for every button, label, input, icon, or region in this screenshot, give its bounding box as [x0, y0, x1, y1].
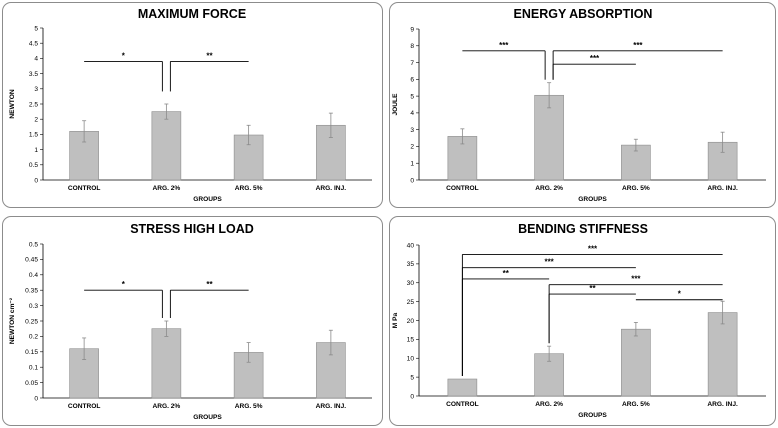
- y-axis-label: NEWTON: [9, 89, 16, 118]
- y-tick-label: 20: [407, 318, 415, 325]
- y-tick-label: 5: [410, 93, 414, 100]
- category-label: ARG. 5%: [235, 185, 263, 192]
- y-tick-label: 3: [410, 127, 414, 134]
- y-tick-label: 0: [410, 177, 414, 184]
- y-tick-label: 0.5: [29, 241, 38, 248]
- y-tick-label: 0: [34, 395, 38, 402]
- y-tick-label: 1.5: [29, 132, 38, 139]
- y-tick-label: 4: [34, 56, 38, 63]
- y-tick-label: 15: [407, 337, 415, 344]
- significance-label: *: [678, 290, 682, 299]
- significance-label: ***: [544, 258, 554, 267]
- y-tick-label: 1: [34, 147, 38, 154]
- y-tick-label: 8: [410, 43, 414, 50]
- y-tick-label: 0.15: [25, 349, 38, 356]
- y-tick-label: 0.1: [29, 365, 38, 372]
- y-tick-label: 10: [407, 356, 415, 363]
- y-tick-label: 9: [410, 26, 414, 33]
- y-tick-label: 35: [407, 261, 415, 268]
- category-label: ARG. INJ.: [316, 403, 347, 410]
- bar: [534, 94, 564, 181]
- chart-title: STRESS HIGH LOAD: [130, 222, 254, 236]
- y-tick-label: 2.5: [29, 101, 38, 108]
- significance-label: **: [503, 269, 510, 278]
- chart-title: ENERGY ABSORPTION: [514, 7, 653, 21]
- y-tick-label: 0.4: [29, 272, 38, 279]
- y-tick-label: 2: [410, 144, 414, 151]
- category-label: ARG. 5%: [622, 401, 650, 408]
- category-label: ARG. 5%: [622, 185, 650, 192]
- bar: [447, 378, 478, 397]
- bar: [621, 328, 651, 397]
- y-tick-label: 0.5: [29, 162, 38, 169]
- y-tick-label: 0.25: [25, 318, 38, 325]
- y-tick-label: 0.45: [25, 257, 38, 264]
- significance-label: ***: [499, 41, 509, 50]
- y-tick-label: 0.05: [25, 380, 38, 387]
- y-tick-label: 7: [410, 60, 414, 67]
- bar: [151, 328, 182, 399]
- y-tick-label: 0: [410, 393, 414, 400]
- significance-label: ***: [631, 275, 641, 284]
- chart-title: MAXIMUM FORCE: [138, 7, 246, 21]
- category-label: ARG. INJ.: [707, 185, 738, 192]
- bar: [707, 312, 738, 397]
- y-tick-label: 5: [34, 25, 38, 32]
- bar: [621, 144, 651, 181]
- y-tick-label: 3.5: [29, 71, 38, 78]
- y-tick-label: 4: [410, 110, 414, 117]
- y-tick-label: 4.5: [29, 41, 38, 48]
- significance-label: *: [122, 51, 126, 60]
- category-label: ARG. 2%: [152, 403, 180, 410]
- x-axis-label: GROUPS: [193, 414, 222, 421]
- category-label: ARG. 2%: [535, 185, 563, 192]
- y-tick-label: 0.35: [25, 288, 38, 295]
- y-tick-label: 0.2: [29, 334, 38, 341]
- y-axis-label: M Pa: [392, 312, 399, 328]
- x-axis-label: GROUPS: [578, 412, 607, 419]
- chart-title: BENDING STIFFNESS: [518, 222, 648, 236]
- category-label: ARG. 2%: [152, 185, 180, 192]
- category-label: CONTROL: [446, 185, 479, 192]
- y-tick-label: 30: [407, 280, 415, 287]
- y-axis-label: JOULE: [392, 93, 399, 116]
- significance-label: **: [206, 51, 213, 60]
- significance-label: ***: [590, 54, 600, 63]
- category-label: ARG. 5%: [235, 403, 263, 410]
- y-tick-label: 3: [34, 86, 38, 93]
- y-tick-label: 0: [34, 177, 38, 184]
- y-tick-label: 25: [407, 299, 415, 306]
- x-axis-label: GROUPS: [193, 196, 222, 203]
- y-tick-label: 2: [34, 117, 38, 124]
- y-axis-label: NEWTON cm⁻²: [9, 297, 16, 344]
- significance-label: **: [206, 280, 213, 289]
- x-axis-label: GROUPS: [578, 196, 607, 203]
- category-label: ARG. INJ.: [316, 185, 347, 192]
- y-tick-label: 6: [410, 77, 414, 84]
- y-tick-label: 1: [410, 161, 414, 168]
- category-label: CONTROL: [446, 401, 479, 408]
- y-tick-label: 0.3: [29, 303, 38, 310]
- y-tick-label: 5: [410, 374, 414, 381]
- y-tick-label: 40: [407, 242, 415, 249]
- bar: [151, 111, 182, 181]
- category-label: CONTROL: [68, 403, 101, 410]
- category-label: CONTROL: [68, 185, 101, 192]
- significance-label: *: [122, 280, 126, 289]
- category-label: ARG. INJ.: [707, 401, 738, 408]
- significance-label: **: [589, 284, 596, 293]
- significance-label: ***: [588, 244, 598, 253]
- significance-label: ***: [633, 41, 643, 50]
- category-label: ARG. 2%: [535, 401, 563, 408]
